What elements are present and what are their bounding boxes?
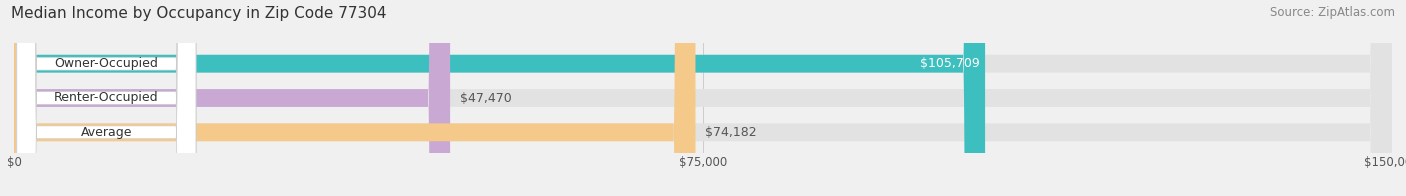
Text: $74,182: $74,182 [706,126,756,139]
FancyBboxPatch shape [14,0,1392,196]
FancyBboxPatch shape [14,0,986,196]
FancyBboxPatch shape [17,0,195,196]
Text: Average: Average [80,126,132,139]
FancyBboxPatch shape [14,0,450,196]
Text: $47,470: $47,470 [460,92,512,104]
Text: Renter-Occupied: Renter-Occupied [53,92,159,104]
Text: Source: ZipAtlas.com: Source: ZipAtlas.com [1270,6,1395,19]
Text: Owner-Occupied: Owner-Occupied [55,57,159,70]
FancyBboxPatch shape [14,0,1392,196]
FancyBboxPatch shape [14,0,1392,196]
FancyBboxPatch shape [17,0,195,196]
FancyBboxPatch shape [17,0,195,196]
Text: Median Income by Occupancy in Zip Code 77304: Median Income by Occupancy in Zip Code 7… [11,6,387,21]
Text: $105,709: $105,709 [920,57,980,70]
FancyBboxPatch shape [14,0,696,196]
